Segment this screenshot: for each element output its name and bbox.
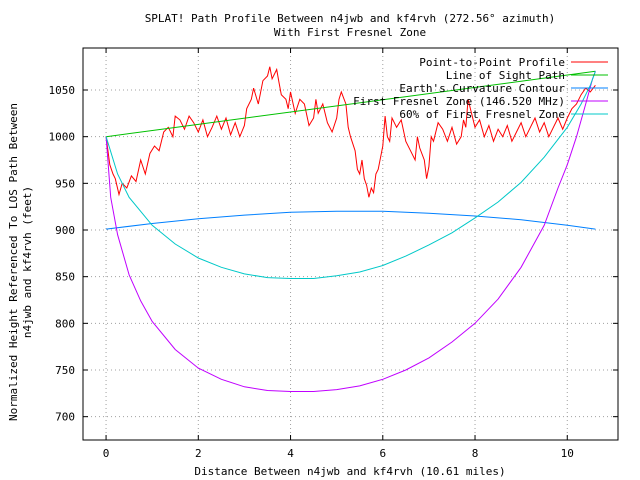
legend-label-3: Earth's Curvature Contour xyxy=(399,82,565,95)
grid-lines xyxy=(83,48,618,440)
legend-label-4: First Fresnel Zone (146.520 MHz) xyxy=(353,95,565,108)
chart-subtitle: With First Fresnel Zone xyxy=(274,26,426,39)
y-tick-label: 950 xyxy=(55,177,75,190)
x-tick-label: 0 xyxy=(103,447,110,460)
plot-frame xyxy=(82,47,619,441)
x-tick-label: 10 xyxy=(561,447,574,460)
y-tick-label: 1050 xyxy=(49,84,76,97)
chart-title: SPLAT! Path Profile Between n4jwb and kf… xyxy=(145,12,556,25)
axis-ticks: 0 2 4 6 8 10 700 750 800 850 900 950 1000 1050 xyxy=(49,48,618,460)
series-line-4 xyxy=(105,71,596,392)
y-tick-label: 850 xyxy=(55,271,75,284)
series-line-2 xyxy=(106,70,596,138)
y-tick-label: 700 xyxy=(55,411,75,424)
y-tick-label: 800 xyxy=(55,317,75,330)
x-tick-label: 4 xyxy=(287,447,294,460)
series-line-5 xyxy=(105,71,596,279)
y-tick-label: 900 xyxy=(55,224,75,237)
y-tick-label: 750 xyxy=(55,364,75,377)
y-axis-label-line2: n4jwb and kf4rvh (feet) xyxy=(21,186,34,338)
x-tick-label: 8 xyxy=(472,447,479,460)
data-series xyxy=(105,66,596,392)
legend-label-1: Point-to-Point Profile xyxy=(419,56,565,69)
x-axis-label: Distance Between n4jwb and kf4rvh (10.61… xyxy=(194,465,505,478)
x-tick-label: 6 xyxy=(379,447,386,460)
legend-label-5: 60% of First Fresnel Zone xyxy=(399,108,565,121)
series-line-1 xyxy=(105,66,596,198)
y-axis-label-line1: Normalized Height Referenced To LOS Path… xyxy=(7,103,20,421)
y-tick-label: 1000 xyxy=(49,131,76,144)
series-line-3 xyxy=(106,210,596,230)
legend-label-2: Line of Sight Path xyxy=(446,69,565,82)
x-tick-label: 2 xyxy=(195,447,202,460)
